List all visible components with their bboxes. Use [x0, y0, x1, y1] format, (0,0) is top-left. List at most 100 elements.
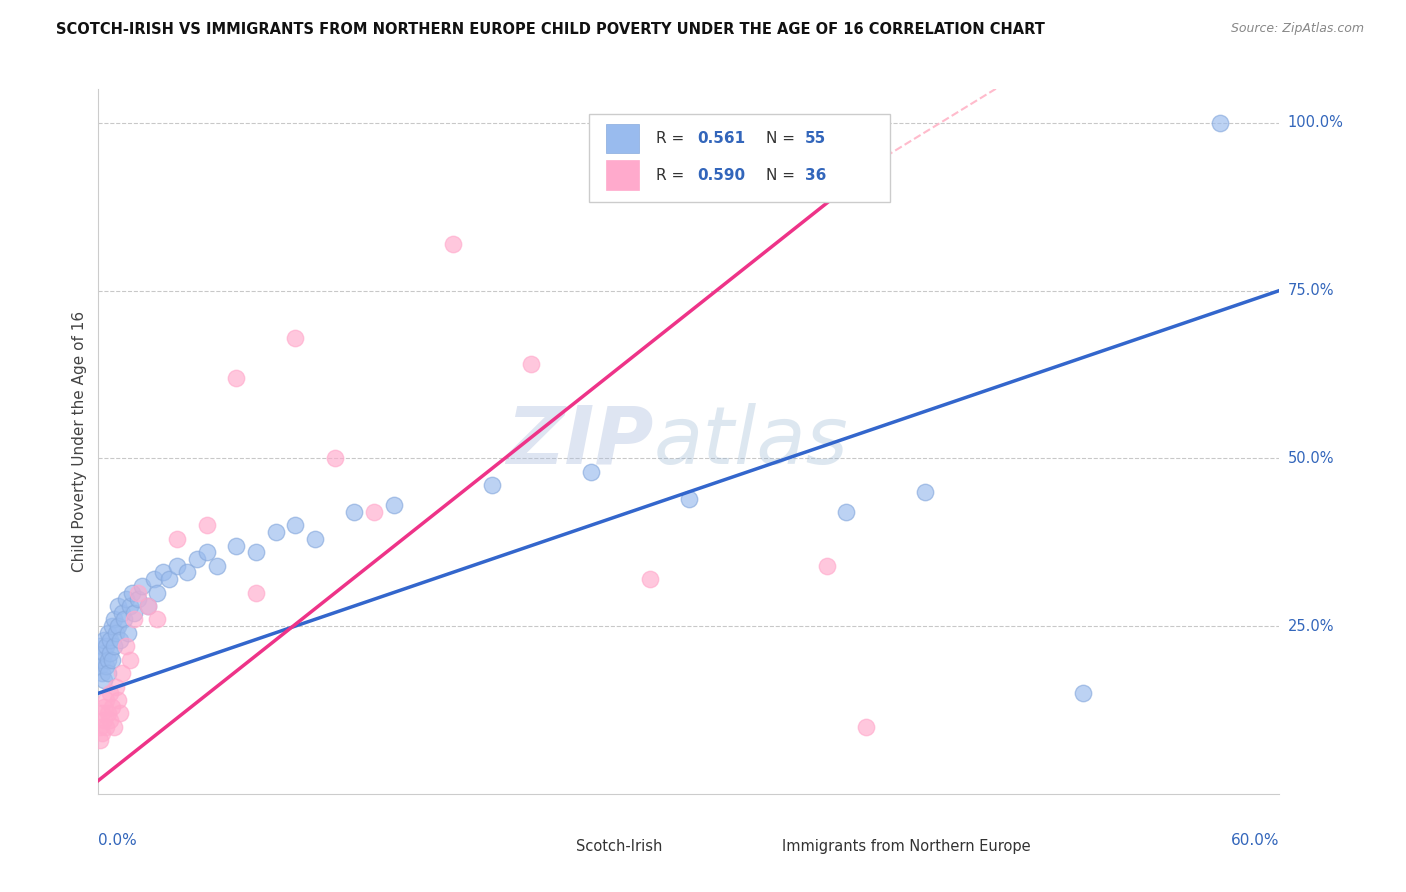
Text: 55: 55 [804, 131, 825, 146]
Point [97, 625, 120, 640]
Point [97, 653, 120, 667]
Point [1209, 116, 1232, 130]
Point [111, 606, 134, 620]
Text: 0.590: 0.590 [697, 168, 745, 183]
Text: 36: 36 [804, 168, 827, 183]
Point [96, 659, 118, 673]
Point [98, 713, 121, 727]
Text: N =: N = [766, 168, 800, 183]
Point [103, 612, 125, 626]
Point [441, 236, 464, 251]
Text: Immigrants from Northern Europe: Immigrants from Northern Europe [782, 839, 1031, 855]
Point [96, 693, 118, 707]
Point [131, 579, 153, 593]
Point [93, 632, 115, 647]
Point [323, 451, 346, 466]
Point [855, 720, 877, 734]
Point [142, 572, 165, 586]
Point [101, 699, 124, 714]
Bar [536, 836, 561, 857]
Point [105, 625, 128, 640]
Point [91, 706, 114, 721]
Text: ZIP: ZIP [506, 402, 654, 481]
Bar [742, 836, 768, 857]
Point [122, 606, 145, 620]
Point [93, 673, 115, 687]
Point [245, 545, 267, 559]
Text: 0.561: 0.561 [697, 131, 745, 146]
Point [91, 726, 114, 740]
Y-axis label: Child Poverty Under the Age of 16: Child Poverty Under the Age of 16 [72, 311, 87, 572]
Point [245, 585, 267, 599]
Point [93, 699, 115, 714]
Point [108, 632, 131, 647]
Text: Source: ZipAtlas.com: Source: ZipAtlas.com [1230, 22, 1364, 36]
Point [638, 572, 661, 586]
Point [146, 612, 169, 626]
Point [118, 599, 141, 613]
Text: atlas: atlas [654, 402, 848, 481]
Point [195, 545, 218, 559]
Point [96, 720, 118, 734]
Point [93, 713, 115, 727]
Point [186, 552, 208, 566]
Point [118, 653, 141, 667]
Point [914, 484, 936, 499]
Point [382, 498, 405, 512]
Point [481, 478, 503, 492]
Point [363, 505, 385, 519]
Bar [606, 124, 640, 153]
Point [146, 585, 169, 599]
Text: SCOTCH-IRISH VS IMMIGRANTS FROM NORTHERN EUROPE CHILD POVERTY UNDER THE AGE OF 1: SCOTCH-IRISH VS IMMIGRANTS FROM NORTHERN… [56, 22, 1045, 37]
Point [89, 659, 111, 673]
Point [89, 733, 111, 747]
Point [127, 592, 149, 607]
Point [343, 505, 366, 519]
Point [98, 646, 121, 660]
Point [93, 646, 115, 660]
Point [264, 525, 287, 540]
Text: 75.0%: 75.0% [1288, 283, 1334, 298]
Point [115, 592, 138, 607]
Point [96, 639, 118, 653]
Point [579, 465, 602, 479]
Point [225, 539, 247, 553]
Point [103, 639, 125, 653]
Text: N =: N = [766, 131, 800, 146]
Text: Scotch-Irish: Scotch-Irish [575, 839, 662, 855]
Point [520, 357, 543, 371]
Point [127, 585, 149, 599]
Point [107, 693, 129, 707]
Point [101, 619, 124, 633]
Point [1071, 686, 1094, 700]
Point [89, 639, 111, 653]
Point [105, 680, 128, 694]
Point [115, 639, 138, 653]
Text: 100.0%: 100.0% [1288, 115, 1344, 130]
Point [815, 558, 838, 573]
Point [166, 558, 188, 573]
Point [98, 686, 121, 700]
Point [136, 599, 159, 613]
Point [97, 706, 120, 721]
Text: R =: R = [655, 131, 689, 146]
Point [97, 666, 120, 681]
Point [98, 632, 121, 647]
Point [91, 666, 114, 681]
Point [107, 619, 129, 633]
Point [111, 666, 134, 681]
Point [152, 566, 174, 580]
Point [284, 330, 307, 344]
Text: 60.0%: 60.0% [1232, 833, 1279, 847]
Text: 50.0%: 50.0% [1288, 450, 1334, 466]
Text: R =: R = [655, 168, 689, 183]
Point [284, 518, 307, 533]
Point [121, 585, 143, 599]
Point [176, 566, 198, 580]
Point [103, 720, 125, 734]
Point [107, 599, 129, 613]
Point [717, 183, 740, 197]
Text: 0.0%: 0.0% [98, 833, 138, 847]
Point [225, 371, 247, 385]
Point [304, 532, 326, 546]
